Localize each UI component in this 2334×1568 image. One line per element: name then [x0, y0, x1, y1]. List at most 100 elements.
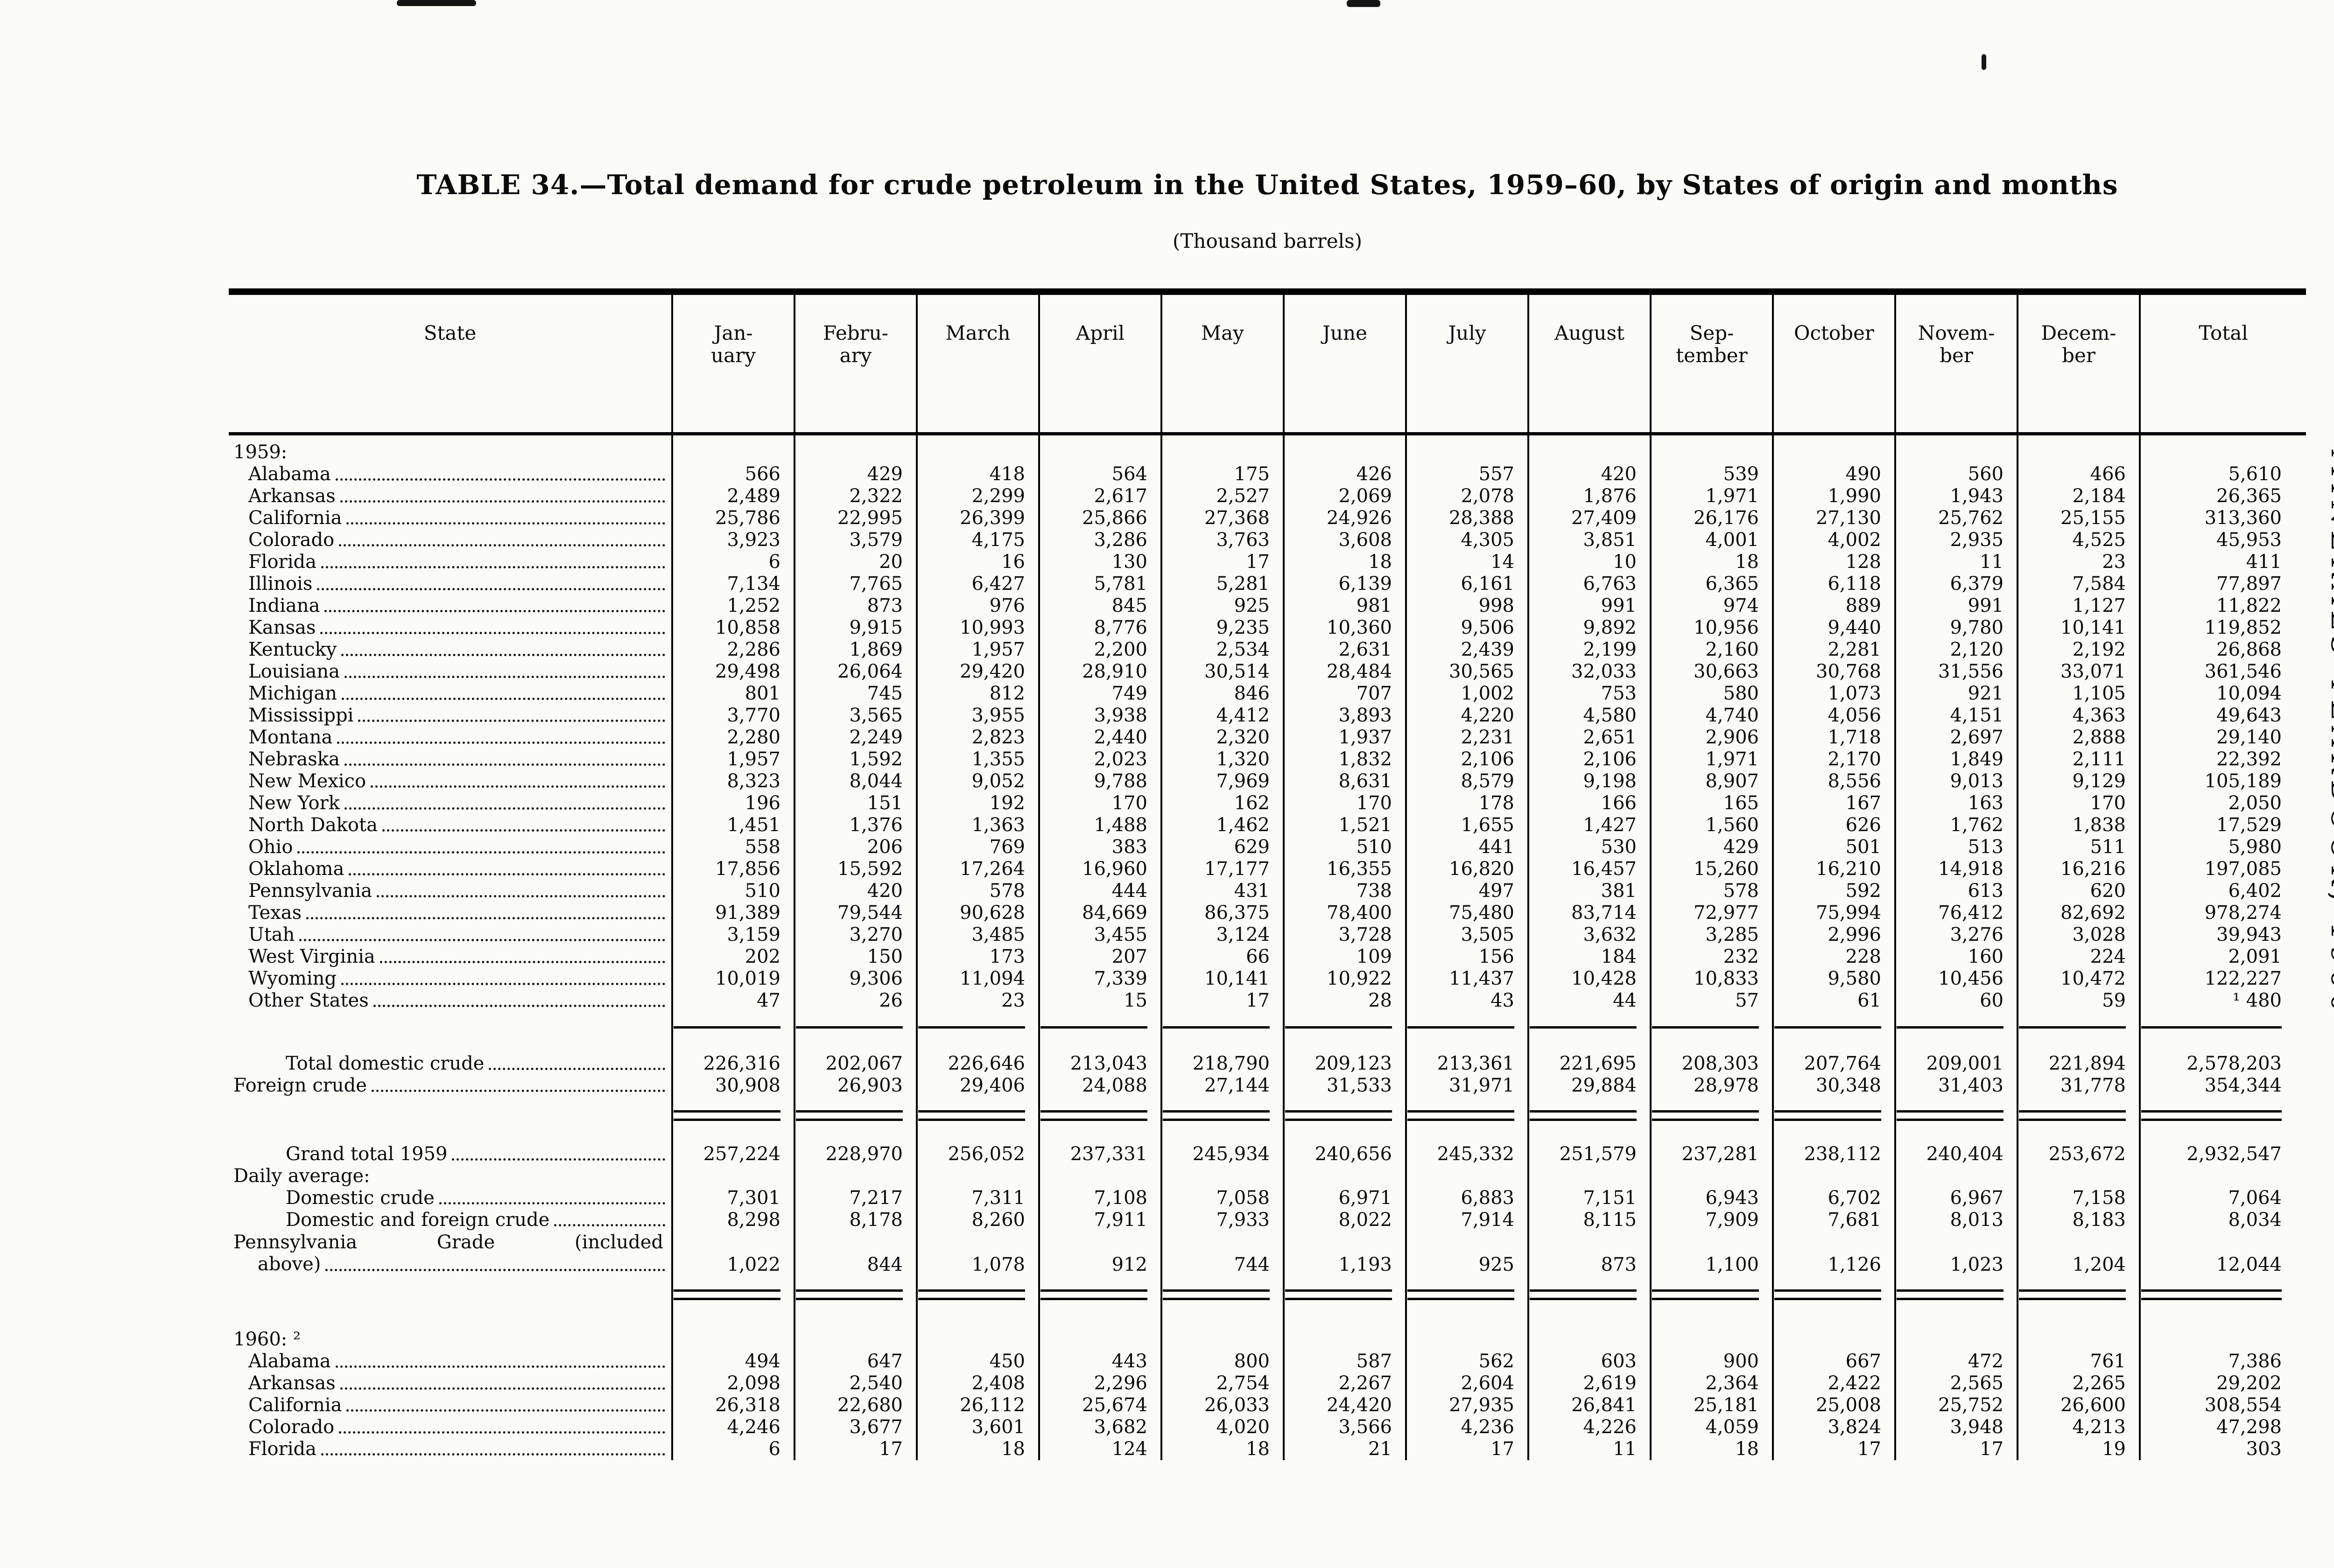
cell: 873 — [794, 595, 917, 617]
table-title: TABLE 34.—Total demand for crude petrole… — [416, 169, 2118, 201]
row-label: Domestic and foreign crude — [229, 1209, 672, 1231]
cell: 14,918 — [1894, 858, 2018, 880]
cell: 29,140 — [2139, 727, 2306, 749]
cell — [2017, 1276, 2140, 1323]
cell: 2,888 — [2017, 727, 2140, 749]
cell: 9,780 — [1894, 617, 2018, 639]
cell — [2139, 1276, 2306, 1323]
cell: 26,112 — [916, 1394, 1039, 1416]
cell: 800 — [1160, 1351, 1284, 1372]
cell: 1,462 — [1160, 814, 1284, 836]
cell: 2,754 — [1160, 1372, 1284, 1394]
row-label: Michigan — [229, 683, 672, 705]
cell: 26,064 — [794, 661, 917, 683]
cell: 49,643 — [2139, 705, 2306, 727]
cell: 7,911 — [1038, 1209, 1161, 1231]
cell: 974 — [1650, 595, 1773, 617]
row-label: Other States — [229, 990, 672, 1012]
cell — [1160, 434, 1284, 463]
cell: 3,485 — [916, 924, 1039, 946]
cell: 3,270 — [794, 924, 917, 946]
cell: 9,013 — [1894, 770, 2018, 792]
row-label: Mississippi — [229, 705, 672, 727]
cell: 2,823 — [916, 727, 1039, 749]
cell — [2139, 1323, 2306, 1351]
column-header-january: Jan- uary — [671, 292, 794, 435]
cell — [1894, 1165, 2018, 1187]
cell — [1894, 1012, 2018, 1053]
cell: 1,971 — [1650, 485, 1773, 507]
cell — [1772, 1165, 1895, 1187]
cell: 84,669 — [1038, 902, 1161, 924]
cell: 30,565 — [1405, 661, 1528, 683]
row-label — [229, 1276, 672, 1323]
cell: 2,322 — [794, 485, 917, 507]
cell: 3,938 — [1038, 705, 1161, 727]
cell: 441 — [1405, 836, 1528, 858]
cell: 4,020 — [1160, 1416, 1284, 1438]
cell: 23 — [916, 990, 1039, 1012]
cell: 1,355 — [916, 749, 1039, 770]
cell: 33,071 — [2017, 661, 2140, 683]
cell: 18 — [1160, 1438, 1284, 1460]
cell: 1,957 — [671, 749, 794, 770]
cell: 3,505 — [1405, 924, 1528, 946]
cell: 6,139 — [1283, 573, 1406, 595]
table-row-rule2b — [229, 1276, 2306, 1323]
cell: 3,763 — [1160, 529, 1284, 551]
cell: 27,130 — [1772, 507, 1895, 529]
cell — [1160, 1097, 1284, 1143]
cell: 3,159 — [671, 924, 794, 946]
cell: 178 — [1405, 792, 1528, 814]
cell: 889 — [1772, 595, 1895, 617]
table-row-y1959: 1959: — [229, 434, 2306, 463]
cell: 76,412 — [1894, 902, 2018, 924]
cell — [1283, 434, 1406, 463]
cell: 801 — [671, 683, 794, 705]
cell: 429 — [794, 463, 917, 485]
table-row-grand: Grand total 1959 257,224 228,970 256,052 237… — [229, 1143, 2306, 1165]
cell: 761 — [2017, 1351, 2140, 1372]
cell: 29,420 — [916, 661, 1039, 683]
table-row-ky59: Kentucky 2,286 1,869 1,957 2,200 2,534 2,631 2,… — [229, 639, 2306, 661]
cell: 24,926 — [1283, 507, 1406, 529]
table-row-ms59: Mississippi 3,770 3,565 3,955 3,938 4,412 3,89… — [229, 705, 2306, 727]
cell: 2,540 — [794, 1372, 917, 1394]
cell — [916, 1276, 1039, 1323]
cell: 494 — [671, 1351, 794, 1372]
cell: 558 — [671, 836, 794, 858]
row-label: Daily average: — [233, 1165, 370, 1187]
cell: 218,790 — [1160, 1053, 1284, 1075]
cell: 308,554 — [2139, 1394, 2306, 1416]
cell — [916, 1165, 1039, 1187]
cell: 613 — [1894, 880, 2018, 902]
cell: 420 — [794, 880, 917, 902]
cell: 354,344 — [2139, 1075, 2306, 1097]
cell: 925 — [1160, 595, 1284, 617]
cell: 14 — [1405, 551, 1528, 573]
cell: 253,672 — [2017, 1143, 2140, 1165]
cell: 2,439 — [1405, 639, 1528, 661]
cell — [1527, 434, 1651, 463]
cell: 15 — [1038, 990, 1161, 1012]
row-label: New Mexico — [229, 770, 672, 792]
cell: 20 — [794, 551, 917, 573]
cell: 105,189 — [2139, 770, 2306, 792]
column-header-november: Novem- ber — [1894, 292, 2018, 435]
table-row-domfor: Domestic and foreign crude 8,298 8,178 8,26… — [229, 1209, 2306, 1231]
cell: 31,556 — [1894, 661, 2018, 683]
table-row-rule2a — [229, 1097, 2306, 1143]
row-label: Louisiana — [229, 661, 672, 683]
cell: 629 — [1160, 836, 1284, 858]
cell: 1,363 — [916, 814, 1039, 836]
table-row-rule1 — [229, 1012, 2306, 1053]
cell: 4,412 — [1160, 705, 1284, 727]
cell: 8,044 — [794, 770, 917, 792]
table-row-co59: Colorado 3,923 3,579 4,175 3,286 3,763 3,608 4,… — [229, 529, 2306, 551]
cell — [916, 434, 1039, 463]
cell: 2,296 — [1038, 1372, 1161, 1394]
cell: 209,123 — [1283, 1053, 1406, 1075]
cell: 25,866 — [1038, 507, 1161, 529]
cell: 16,210 — [1772, 858, 1895, 880]
column-header-august: August — [1527, 292, 1651, 435]
